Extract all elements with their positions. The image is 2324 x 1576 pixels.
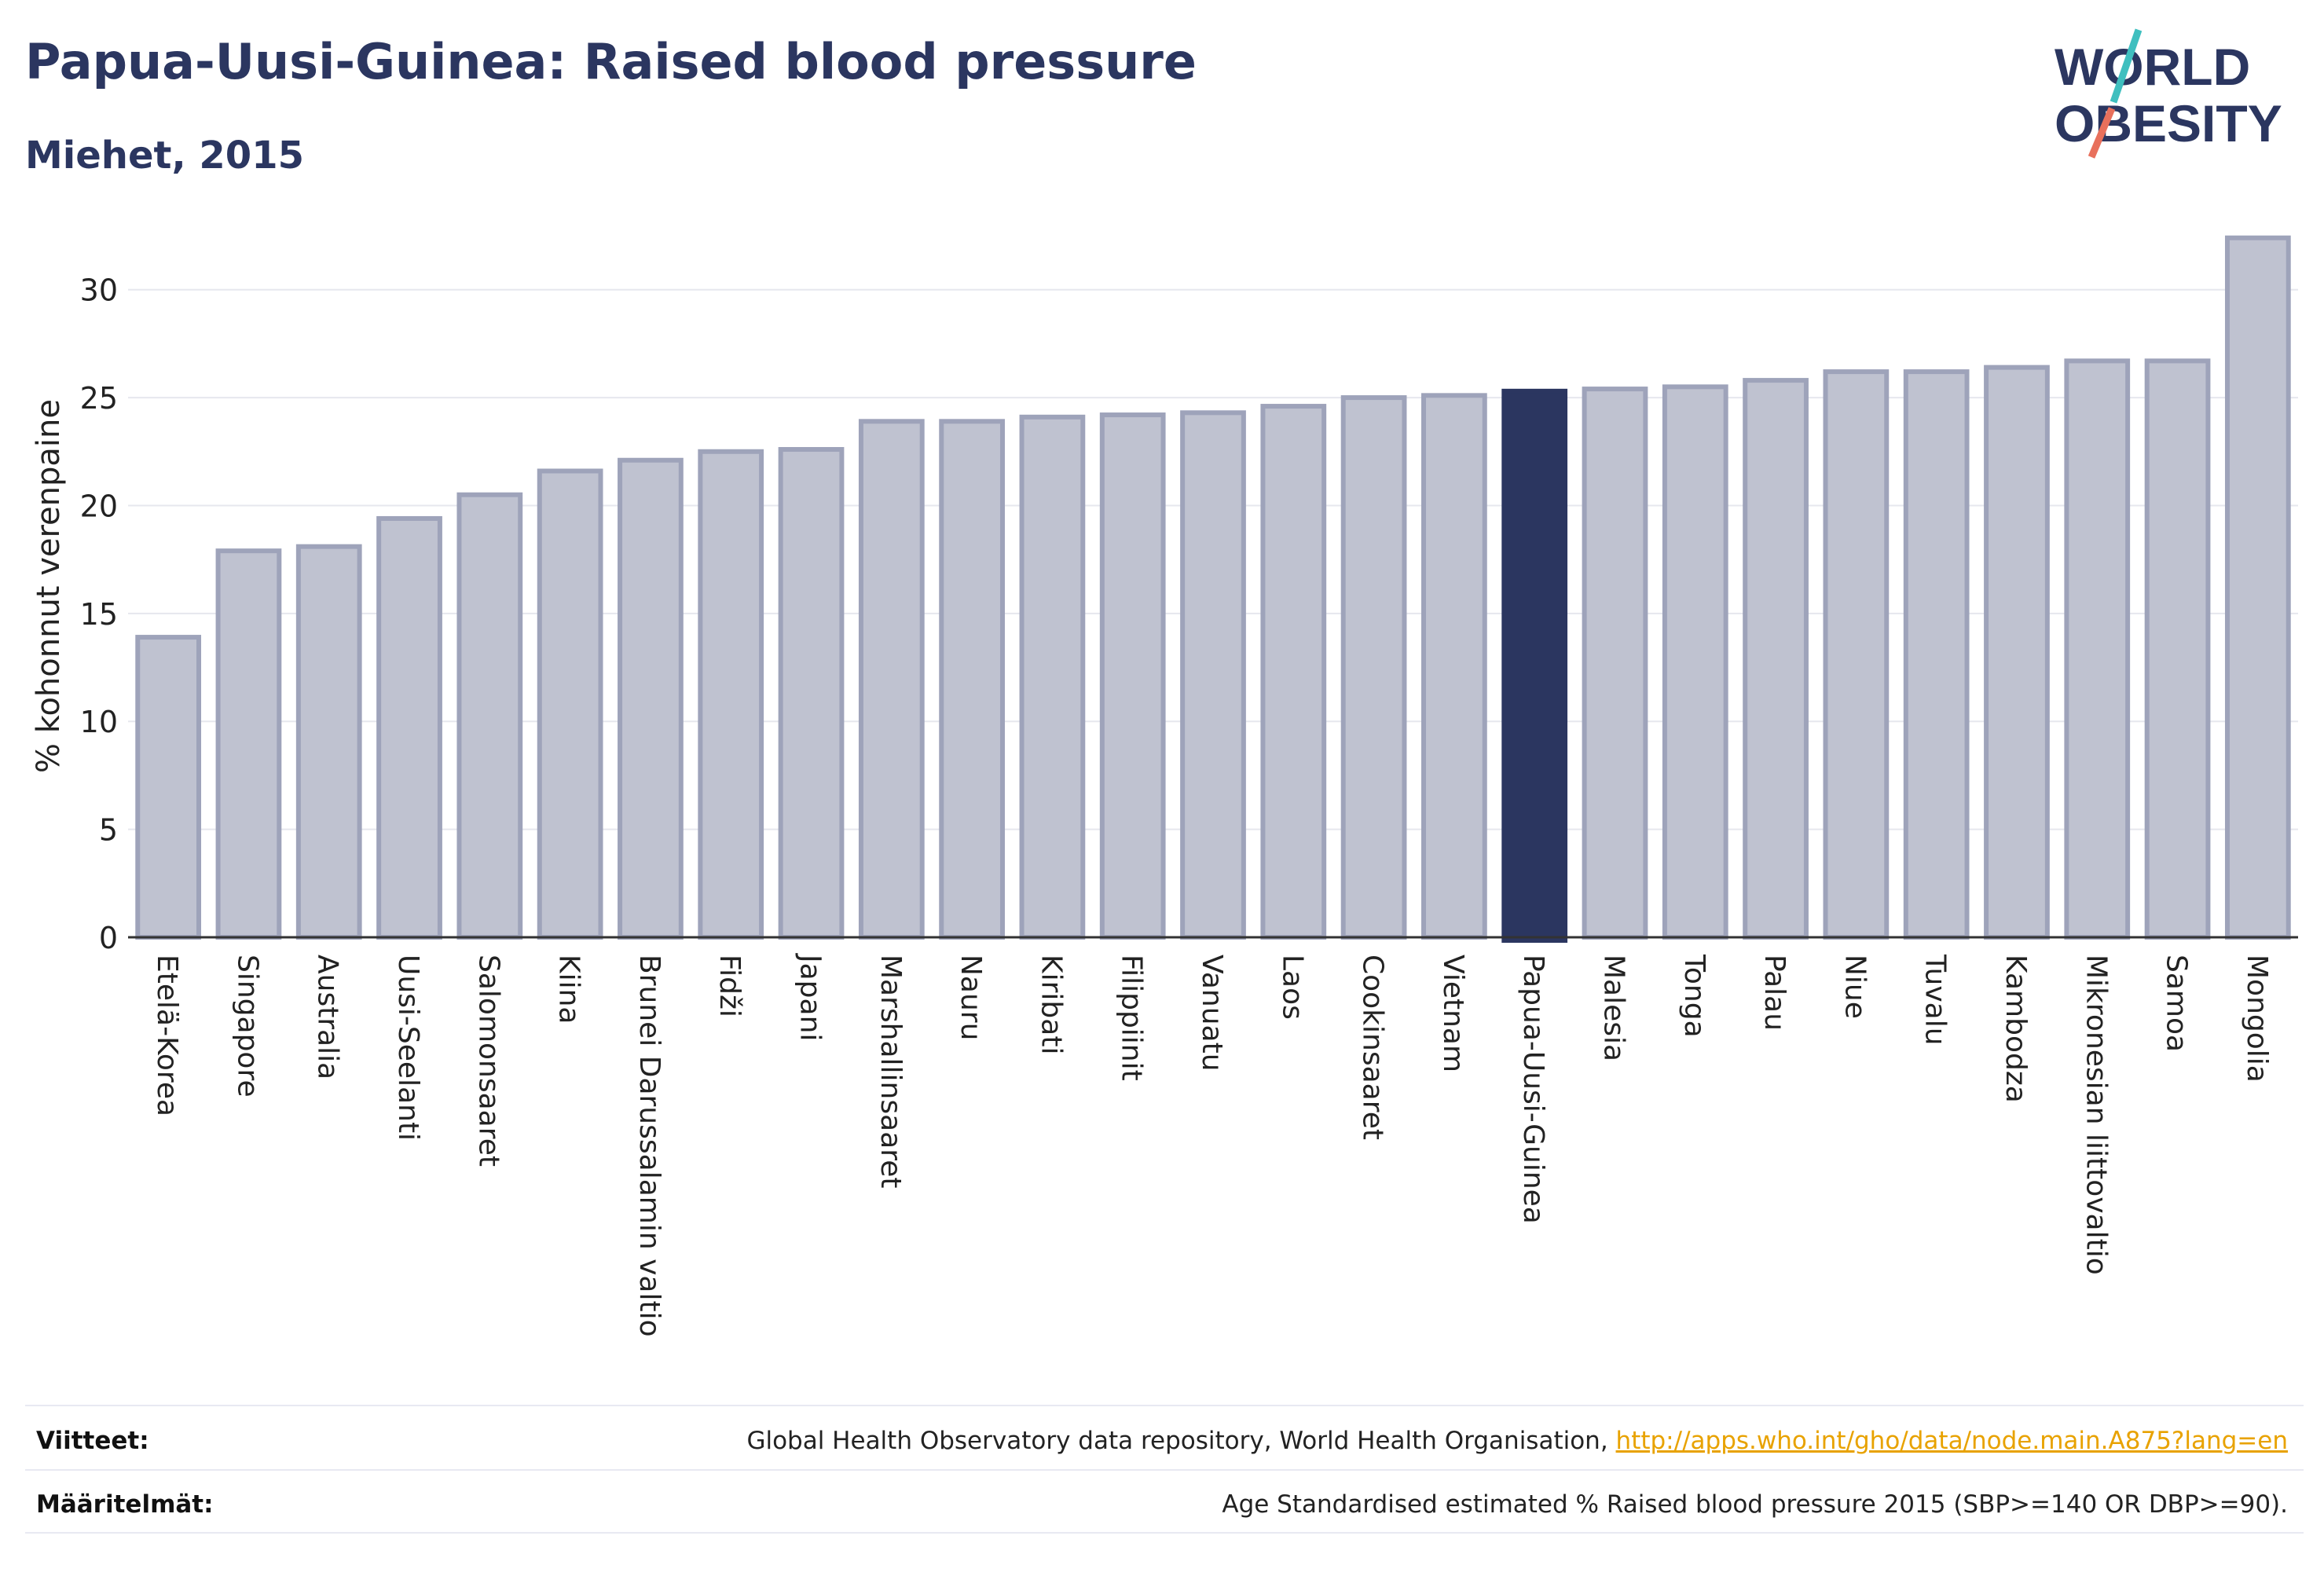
bar-vietnam[interactable]	[1421, 393, 1487, 940]
x-tick-label: Salomonsaaret	[472, 955, 504, 1167]
definitions-text: Age Standardised estimated % Raised bloo…	[1222, 1490, 2288, 1519]
bar-samoa[interactable]	[2144, 358, 2211, 940]
x-tick-label: Papua-Uusi-Guinea	[1517, 955, 1549, 1224]
bar-tuvalu[interactable]	[1903, 369, 1970, 940]
sources-text: Global Health Observatory data repositor…	[746, 1427, 2288, 1455]
bar-tonga[interactable]	[1662, 384, 1728, 940]
bar-kiribati[interactable]	[1019, 414, 1086, 940]
y-tick-label: 10	[80, 705, 118, 739]
logo-slash-red	[2088, 107, 2116, 159]
y-tick-label: 30	[80, 273, 118, 308]
bar-filippiinit[interactable]	[1099, 412, 1166, 940]
x-tick-label: Fidži	[713, 955, 746, 1017]
bar-nauru[interactable]	[939, 419, 1005, 940]
bar-niue[interactable]	[1823, 369, 1890, 940]
bar-marshallinsaaret[interactable]	[858, 419, 925, 940]
y-tick-label: 20	[80, 489, 118, 523]
x-tick-label: Laos	[1276, 955, 1308, 1020]
bar-mongolia[interactable]	[2224, 235, 2291, 940]
bar-salomonsaaret[interactable]	[456, 492, 523, 940]
bar-uusi-seelanti[interactable]	[376, 515, 442, 940]
definitions-label: Määritelmät:	[36, 1490, 214, 1519]
logo-slash-teal	[2110, 28, 2143, 104]
bar-malesia[interactable]	[1582, 387, 1648, 940]
y-tick-label: 25	[80, 381, 118, 416]
x-tick-label: Cookinsaaret	[1357, 955, 1389, 1140]
bar-cookinsaaret[interactable]	[1340, 395, 1407, 940]
y-tick-label: 15	[80, 597, 118, 632]
bar-chart: 0 5 10 15 20 25 30 % kohonnut verenpaine Etelä-K…	[31, 235, 2298, 1337]
sources-label: Viitteet:	[36, 1427, 149, 1455]
sources-description: Global Health Observatory data repositor…	[746, 1427, 1608, 1455]
x-tick-label: Samoa	[2161, 955, 2193, 1052]
sources-link[interactable]: http://apps.who.int/gho/data/node.main.A…	[1615, 1427, 2288, 1455]
x-tick-label: Japani	[794, 953, 827, 1041]
bar-mikronesian-liittovaltio[interactable]	[2064, 358, 2131, 940]
x-tick-label: Mongolia	[2241, 955, 2273, 1083]
x-tick-label: Uusi-Seelanti	[392, 955, 424, 1141]
x-tick-label: Malesia	[1597, 955, 1629, 1061]
x-tick-label: Kiina	[553, 955, 585, 1024]
bar-etel-korea[interactable]	[135, 635, 202, 940]
logo-line2: OBESITY	[2055, 94, 2282, 152]
bar-kambodza[interactable]	[1984, 365, 2050, 940]
footer-divider-top	[25, 1405, 2304, 1406]
bar-papua-uusi-guinea[interactable]	[1501, 388, 1568, 943]
bar-brunei-darussalamin-valtio[interactable]	[618, 457, 684, 940]
y-tick-label: 5	[99, 813, 118, 848]
bar-palau[interactable]	[1743, 378, 1809, 940]
x-tick-label: Nauru	[955, 955, 987, 1040]
x-tick-label: Filippiinit	[1116, 955, 1148, 1081]
footer-divider-bottom	[25, 1532, 2304, 1534]
page-subtitle: Miehet, 2015	[25, 134, 304, 178]
x-tick-label: Singapore	[231, 955, 263, 1098]
logo-line1: WORLD	[2055, 38, 2250, 96]
bar-singapore[interactable]	[215, 548, 282, 940]
bar-kiina[interactable]	[537, 468, 603, 940]
x-tick-label: Niue	[1838, 955, 1871, 1019]
x-tick-label: Kambodza	[2000, 955, 2032, 1103]
x-tick-label: Australia	[312, 955, 344, 1079]
world-obesity-logo: WORLD OBESITY	[2055, 28, 2282, 159]
x-tick-label: Brunei Darussalamin valtio	[633, 955, 665, 1337]
x-tick-label: Marshallinsaaret	[874, 955, 907, 1189]
x-tick-label: Vanuatu	[1196, 955, 1228, 1072]
bar-australia[interactable]	[295, 544, 362, 940]
x-tick-label: Tuvalu	[1919, 954, 1952, 1046]
y-axis-label: % kohonnut verenpaine	[31, 399, 67, 773]
x-tick-label: Vietnam	[1437, 955, 1469, 1072]
page-title: Papua-Uusi-Guinea: Raised blood pressure	[25, 33, 1197, 90]
footer-divider-middle	[25, 1469, 2304, 1471]
x-tick-label: Tonga	[1678, 954, 1710, 1038]
bar-japani[interactable]	[778, 447, 845, 940]
bar-laos[interactable]	[1260, 404, 1327, 940]
x-tick-label: Mikronesian liittovaltio	[2080, 955, 2112, 1275]
y-tick-label: 0	[99, 921, 118, 955]
x-tick-label: Kiribati	[1035, 955, 1067, 1054]
x-tick-label: Palau	[1758, 955, 1791, 1031]
bar-vanuatu[interactable]	[1180, 410, 1246, 940]
x-tick-label: Etelä-Korea	[151, 955, 183, 1116]
bar-fid-i[interactable]	[698, 449, 764, 940]
